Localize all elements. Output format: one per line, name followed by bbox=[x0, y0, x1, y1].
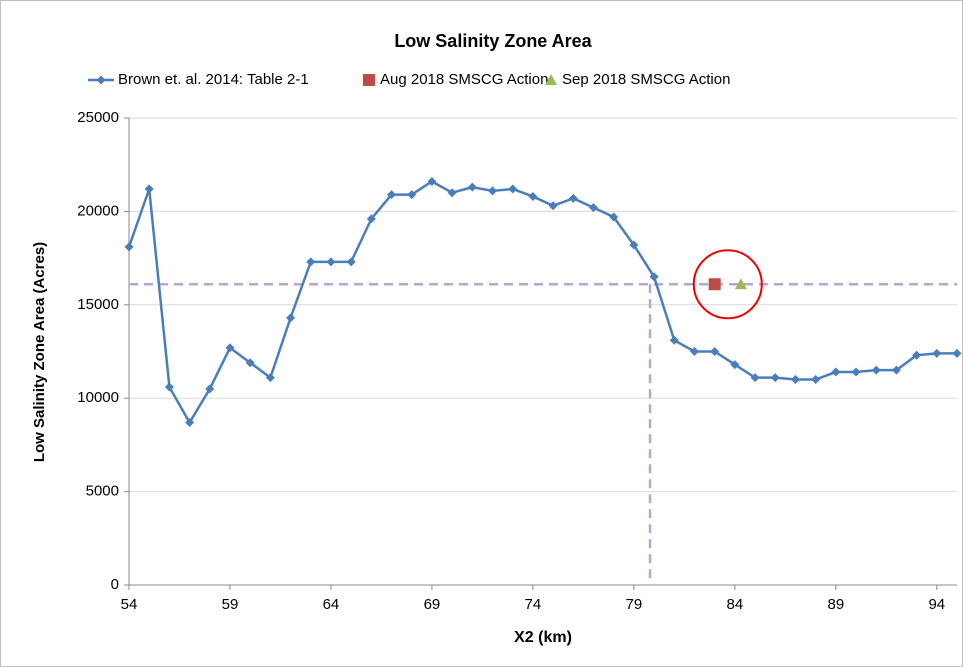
point bbox=[467, 182, 477, 192]
point bbox=[528, 191, 538, 201]
x-tick-label: 89 bbox=[827, 596, 844, 613]
y-tick-label: 5000 bbox=[86, 483, 119, 500]
point bbox=[488, 186, 498, 196]
y-axis-label: Low Salinity Zone Area (Acres) bbox=[31, 242, 48, 462]
point bbox=[265, 373, 275, 383]
point bbox=[245, 358, 255, 368]
point bbox=[790, 375, 800, 385]
x-tick-label: 59 bbox=[222, 596, 239, 613]
point bbox=[427, 177, 437, 187]
point bbox=[144, 184, 154, 194]
x-tick-label: 69 bbox=[424, 596, 441, 613]
point bbox=[649, 272, 659, 282]
point bbox=[205, 384, 215, 394]
point bbox=[831, 367, 841, 377]
x-axis-label: X2 (km) bbox=[514, 629, 572, 646]
point bbox=[366, 214, 376, 224]
point bbox=[952, 348, 962, 358]
point bbox=[669, 335, 679, 345]
chart-title: Low Salinity Zone Area bbox=[394, 31, 592, 51]
point bbox=[689, 347, 699, 356]
point bbox=[811, 375, 821, 385]
y-tick-label: 0 bbox=[111, 576, 119, 593]
point bbox=[708, 278, 721, 291]
line bbox=[127, 180, 957, 425]
point bbox=[912, 350, 922, 360]
x-tick-label: 79 bbox=[626, 596, 643, 613]
point bbox=[710, 347, 720, 356]
point bbox=[548, 201, 558, 211]
point bbox=[851, 367, 861, 377]
y-tick-label: 20000 bbox=[77, 202, 119, 219]
point bbox=[891, 365, 901, 375]
legend-marker bbox=[545, 74, 557, 85]
point bbox=[568, 193, 578, 203]
point bbox=[225, 343, 235, 353]
y-tick-label: 25000 bbox=[77, 109, 119, 126]
legend-label: Aug 2018 SMSCG Action bbox=[380, 71, 548, 88]
legend-marker bbox=[96, 75, 106, 85]
highlight-circle bbox=[692, 249, 763, 320]
point bbox=[932, 348, 942, 358]
point bbox=[629, 240, 639, 250]
point bbox=[346, 257, 356, 267]
y-tick-label: 15000 bbox=[77, 296, 119, 313]
point bbox=[609, 212, 619, 222]
x-tick-label: 94 bbox=[928, 596, 945, 613]
point bbox=[730, 360, 740, 370]
point bbox=[326, 257, 336, 267]
legend-label: Brown et. al. 2014: Table 2-1 bbox=[118, 71, 309, 88]
point bbox=[508, 184, 518, 194]
legend-label: Sep 2018 SMSCG Action bbox=[562, 71, 730, 88]
point bbox=[164, 382, 174, 392]
x-tick-label: 84 bbox=[727, 596, 744, 613]
x-tick-label: 54 bbox=[121, 596, 138, 613]
point bbox=[750, 373, 760, 383]
point bbox=[588, 203, 598, 213]
y-tick-label: 10000 bbox=[77, 389, 119, 406]
point bbox=[306, 257, 316, 267]
point bbox=[871, 365, 881, 375]
point bbox=[447, 188, 457, 198]
point bbox=[185, 417, 195, 427]
legend-marker bbox=[363, 74, 375, 86]
point bbox=[124, 242, 134, 252]
point bbox=[387, 190, 397, 200]
point bbox=[770, 373, 780, 383]
point bbox=[734, 278, 747, 290]
point bbox=[407, 190, 417, 200]
x-tick-label: 74 bbox=[525, 596, 542, 613]
x-tick-label: 64 bbox=[323, 596, 340, 613]
point bbox=[286, 313, 296, 323]
